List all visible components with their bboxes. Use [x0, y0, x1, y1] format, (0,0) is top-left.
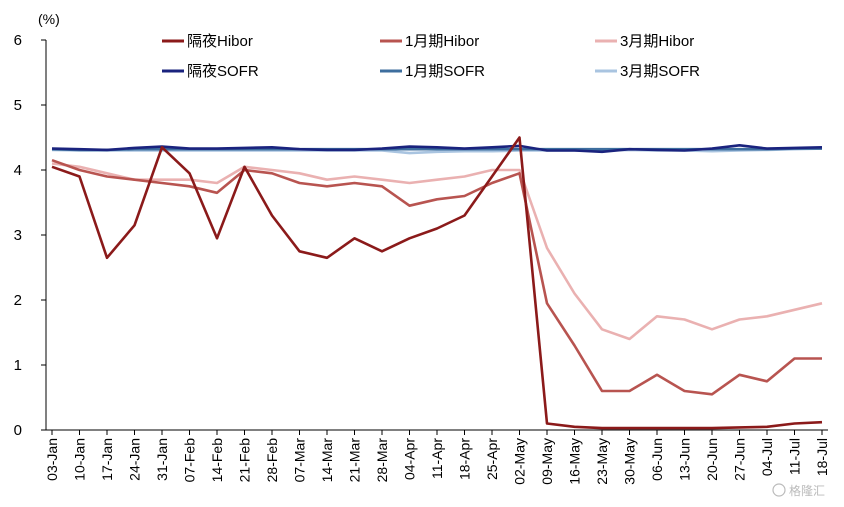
x-axis-ticks: 03-Jan 10-Jan 17-Jan 24-Jan 31-Jan 07-Feb 14-F…: [44, 430, 830, 485]
legend-label: 隔夜SOFR: [187, 63, 259, 80]
x-tick-label: 28-Feb: [264, 438, 280, 483]
y-tick-label: 3: [14, 227, 22, 244]
x-tick-label: 18-Apr: [457, 438, 473, 480]
x-tick-label: 09-May: [539, 438, 555, 485]
x-tick-label: 21-Feb: [237, 438, 253, 483]
x-tick-label: 25-Apr: [484, 438, 500, 480]
x-tick-label: 04-Jul: [759, 438, 775, 476]
x-tick-label: 24-Jan: [127, 438, 143, 481]
y-tick-label: 2: [14, 292, 22, 309]
x-tick-label: 30-May: [622, 438, 638, 485]
legend: 隔夜Hibor 1月期Hibor 3月期Hibor 隔夜SOFR 1月期SOFR 3月期S…: [162, 33, 700, 80]
x-tick-label: 31-Jan: [154, 438, 170, 481]
legend-label: 1月期SOFR: [405, 63, 485, 80]
x-tick-label: 17-Jan: [99, 438, 115, 481]
series-lines: [51, 136, 823, 430]
x-tick-label: 11-Apr: [429, 438, 445, 479]
x-tick-label: 28-Mar: [374, 438, 390, 483]
y-tick-label: 4: [14, 162, 22, 179]
x-tick-label: 03-Jan: [44, 438, 60, 481]
legend-label: 3月期SOFR: [620, 63, 700, 80]
legend-label: 隔夜Hibor: [187, 33, 253, 50]
x-tick-label: 10-Jan: [72, 438, 88, 481]
x-tick-label: 06-Jun: [649, 438, 665, 481]
x-tick-label: 04-Apr: [402, 438, 418, 480]
y-axis-ticks: 0 1 2 3 4 5 6: [14, 32, 46, 439]
x-tick-label: 13-Jun: [677, 438, 693, 481]
x-tick-label: 27-Jun: [732, 438, 748, 481]
x-tick-label: 07-Feb: [182, 438, 198, 483]
x-tick-label: 23-May: [594, 438, 610, 485]
x-tick-label: 14-Feb: [209, 438, 225, 483]
series-line-1: [51, 158, 822, 396]
y-tick-label: 6: [14, 32, 22, 49]
series-line-3: [51, 144, 823, 154]
y-tick-label: 1: [14, 357, 22, 374]
x-tick-label: 11-Jul: [787, 438, 803, 475]
watermark: 格隆汇: [772, 483, 825, 498]
legend-label: 1月期Hibor: [405, 33, 479, 50]
watermark-text: 格隆汇: [789, 483, 825, 498]
x-tick-label: 20-Jun: [704, 438, 720, 481]
x-tick-label: 07-Mar: [292, 438, 308, 483]
watermark-logo-icon: [772, 483, 786, 497]
y-tick-label: 0: [14, 422, 22, 439]
legend-label: 3月期Hibor: [620, 33, 694, 50]
x-tick-label: 16-May: [567, 438, 583, 485]
series-line-0: [51, 136, 823, 430]
y-tick-label: 5: [14, 97, 22, 114]
series-line-2: [51, 162, 823, 341]
x-tick-label: 21-Mar: [347, 438, 363, 483]
x-tick-label: 02-May: [512, 438, 528, 485]
x-tick-label: 14-Mar: [319, 438, 335, 483]
y-axis-unit-label: (%): [38, 11, 60, 27]
x-tick-label: 18-Jul: [814, 438, 830, 476]
